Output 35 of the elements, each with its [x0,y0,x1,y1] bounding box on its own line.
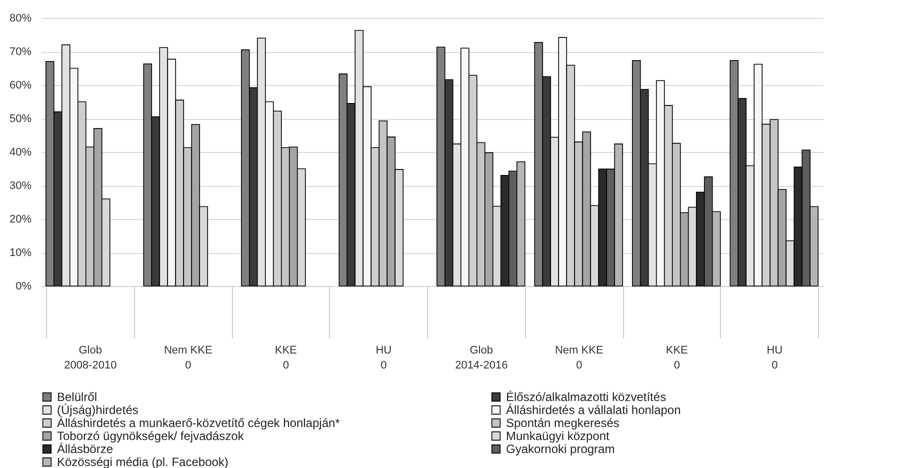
legend-label: Állásbörze [57,442,114,456]
legend-label: Álláshirdetés a munkaerő-közvetítő cégek honlapján* [57,416,340,430]
y-tick-label: 30% [9,180,32,192]
text: 0 [185,360,192,372]
x-tick-label: Glob [78,344,102,356]
legend-label: Belülről [57,390,98,404]
legend-label: Álláshirdetés a vállalati honlapon [506,403,681,417]
x-tick-label: KKE [666,344,688,356]
y-tick-label: 70% [9,46,32,58]
x-tick-label: KKE [274,344,297,356]
text: 0 [380,360,387,372]
x-tick-label: HU [376,344,392,356]
y-tick-label: 0% [16,280,32,292]
legend-label: Munkaügyi központ [506,429,610,443]
y-tick-label: 60% [9,80,32,92]
y-tick-label: 20% [9,214,32,226]
y-tick-label: 50% [9,113,32,125]
y-tick-label: 80% [9,12,32,24]
text: 2008-2010 [64,360,117,372]
legend-label: (Újság)hirdetés [57,403,138,417]
x-tick-label: HU [766,344,783,356]
legend-label: Toborzó ügynökségek/ fejvadászok [57,429,245,443]
text: 0 [772,360,778,372]
x-tick-label: Nem KKE [164,344,212,356]
text: 0 [282,360,289,372]
legend-label: Élőszó/alkalmazotti közvetítés [506,390,666,404]
y-tick-label: 40% [9,146,32,158]
legend-label: Gyakornoki program [506,442,615,456]
x-tick-label: Nem KKE [554,344,604,356]
x-tick-label: Glob [470,344,493,356]
legend-label: Spontán megkeresés [506,416,620,430]
y-tick-label: 10% [9,247,32,259]
text: 0 [576,360,582,372]
text: 0 [674,360,680,372]
text: 2014-2016 [455,360,508,372]
